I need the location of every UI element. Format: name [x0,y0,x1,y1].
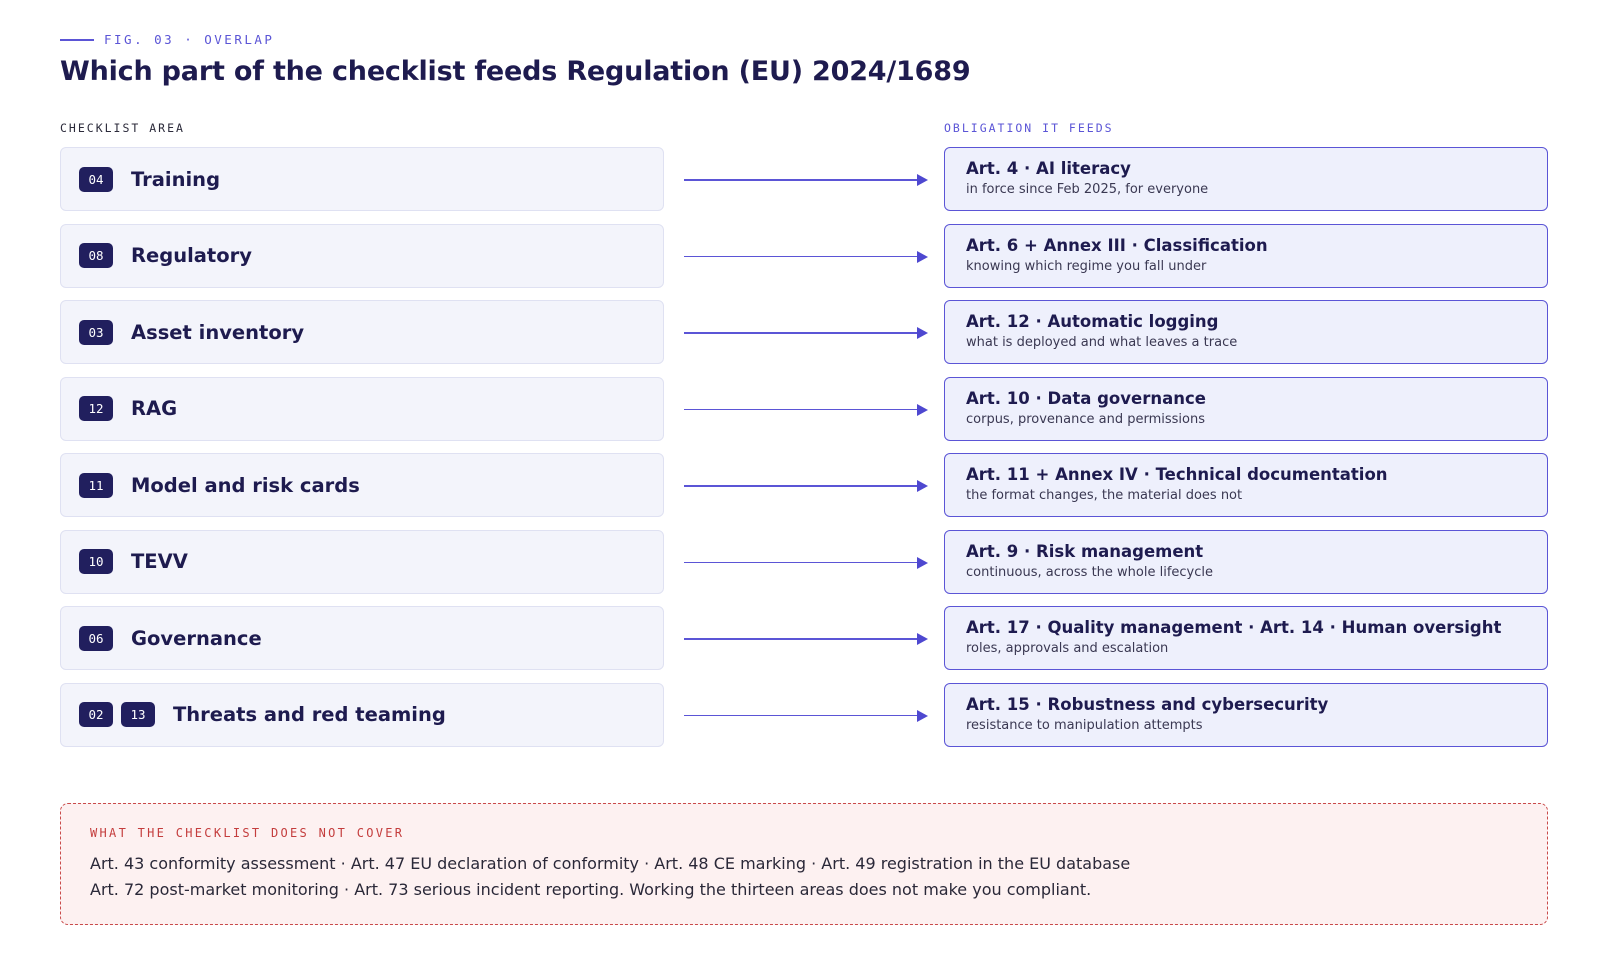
obligation-article: Art. 10 · Data governance [966,388,1206,408]
area-number-badge: 02 [79,702,113,727]
obligation-note: corpus, provenance and permissions [966,411,1206,427]
area-number-badge: 06 [79,625,113,651]
arrow-line [684,638,918,640]
mapping-row: 03 Asset inventory Art. 12 · Automatic log… [60,300,1548,364]
feeds-arrow-icon [684,556,928,569]
arrow-line [684,332,918,334]
checklist-area-card: 11 Model and risk cards [60,453,664,517]
area-number-badge: 04 [79,166,113,192]
checklist-area-card: 06 Governance [60,606,664,670]
obligation-card: Art. 15 · Robustness and cybersecurity re… [944,682,1548,747]
mapping-row: 12 RAG Art. 10 · Data governance corpus, pr… [60,376,1548,441]
arrow-head-icon [917,480,928,492]
arrow-line [684,179,918,181]
area-number-badge: 03 [79,319,113,345]
arrow-line [684,485,918,487]
column-header-checklist-area: CHECKLIST AREA [60,121,185,135]
obligation-note: continuous, across the whole lifecycle [966,564,1213,580]
checklist-area-card: 03 Asset inventory [60,300,664,364]
obligation-note: knowing which regime you fall under [966,258,1207,274]
feeds-arrow-icon [684,327,928,339]
checklist-area-label: Regulatory [131,244,252,267]
arrow-head-icon [917,556,928,569]
obligation-article: Art. 15 · Robustness and cybersecurity [966,694,1329,714]
area-number-badge: 10 [79,549,113,574]
obligation-card: Art. 12 · Automatic logging what is deplo… [944,300,1548,364]
area-number-badge: 12 [79,396,113,421]
page-title: Which part of the checklist feeds Regula… [60,56,971,87]
feeds-arrow-icon [684,403,928,416]
obligation-article: Art. 11 + Annex IV · Technical documenta… [966,465,1388,484]
checklist-area-card: 02 13 Threats and red teaming [60,682,664,747]
feeds-arrow-icon [684,174,928,186]
obligation-article: Art. 9 · Risk management [966,541,1204,561]
mapping-row: 11 Model and risk cards Art. 11 + Annex IV… [60,453,1548,517]
checklist-area-label: Threats and red teaming [173,703,446,726]
figure-label: FIG. 03 · OVERLAP [60,32,274,47]
arrow-head-icon [917,327,928,339]
checklist-area-card: 12 RAG [60,376,664,441]
obligation-card: Art. 10 · Data governance corpus, provena… [944,376,1548,441]
area-number-badge: 13 [121,702,155,727]
obligation-card: Art. 4 · AI literacy in force since Feb 2… [944,147,1548,211]
figure-label-text: FIG. 03 · OVERLAP [104,32,275,47]
obligation-note: in force since Feb 2025, for everyone [966,182,1209,197]
obligation-note: what is deployed and what leaves a trace [966,335,1238,350]
obligation-card: Art. 17 · Quality management · Art. 14 ·… [944,606,1548,670]
not-covered-panel: WHAT THE CHECKLIST DOES NOT COVER Art. 4… [60,803,1548,925]
feeds-arrow-icon [684,250,928,263]
obligation-article: Art. 6 + Annex III · Classification [966,235,1268,255]
feeds-arrow-icon [684,709,928,722]
obligation-article: Art. 17 · Quality management · Art. 14 ·… [966,618,1502,637]
checklist-area-label: RAG [131,397,178,420]
obligation-note: the format changes, the material does no… [966,488,1243,503]
obligation-card: Art. 11 + Annex IV · Technical documenta… [944,453,1548,517]
arrow-head-icon [917,250,928,263]
arrow-head-icon [917,403,928,416]
checklist-area-label: Governance [131,626,262,650]
not-covered-line-1: Art. 43 conformity assessment · Art. 47 … [90,854,1131,873]
arrow-line [684,255,918,257]
obligation-note: roles, approvals and escalation [966,641,1169,656]
checklist-area-card: 04 Training [60,147,664,211]
feeds-arrow-icon [684,480,928,492]
arrow-line [684,561,918,563]
arrow-line [684,408,918,410]
mapping-row: 08 Regulatory Art. 6 + Annex III · Classif… [60,223,1548,288]
mapping-row: 02 13 Threats and red teaming Art. 15 · Rob… [60,682,1548,747]
mapping-row: 10 TEVV Art. 9 · Risk management continuous… [60,529,1548,594]
checklist-area-label: Asset inventory [131,320,305,344]
figure-label-rule [60,38,94,41]
arrow-head-icon [917,709,928,722]
area-number-badge: 11 [79,472,113,498]
obligation-note: resistance to manipulation attempts [966,717,1203,733]
arrow-head-icon [917,633,928,645]
checklist-area-card: 08 Regulatory [60,223,664,288]
mapping-row: 06 Governance Art. 17 · Quality management… [60,606,1548,670]
arrow-line [684,714,918,716]
obligation-card: Art. 6 + Annex III · Classification knowi… [944,223,1548,288]
not-covered-heading: WHAT THE CHECKLIST DOES NOT COVER [90,826,405,840]
checklist-area-label: Model and risk cards [131,473,360,497]
obligation-article: Art. 4 · AI literacy [966,159,1131,178]
not-covered-line-2: Art. 72 post-market monitoring · Art. 73… [90,880,1092,899]
arrow-head-icon [917,174,928,186]
mapping-row: 04 Training Art. 4 · AI literacy in force s… [60,147,1548,211]
checklist-area-label: Training [131,167,221,191]
obligation-card: Art. 9 · Risk management continuous, acro… [944,529,1548,594]
checklist-area-card: 10 TEVV [60,529,664,594]
checklist-area-label: TEVV [131,550,188,573]
feeds-arrow-icon [684,633,928,645]
obligation-article: Art. 12 · Automatic logging [966,312,1219,331]
column-header-obligation: OBLIGATION IT FEEDS [944,121,1114,135]
area-number-badge: 08 [79,243,113,268]
